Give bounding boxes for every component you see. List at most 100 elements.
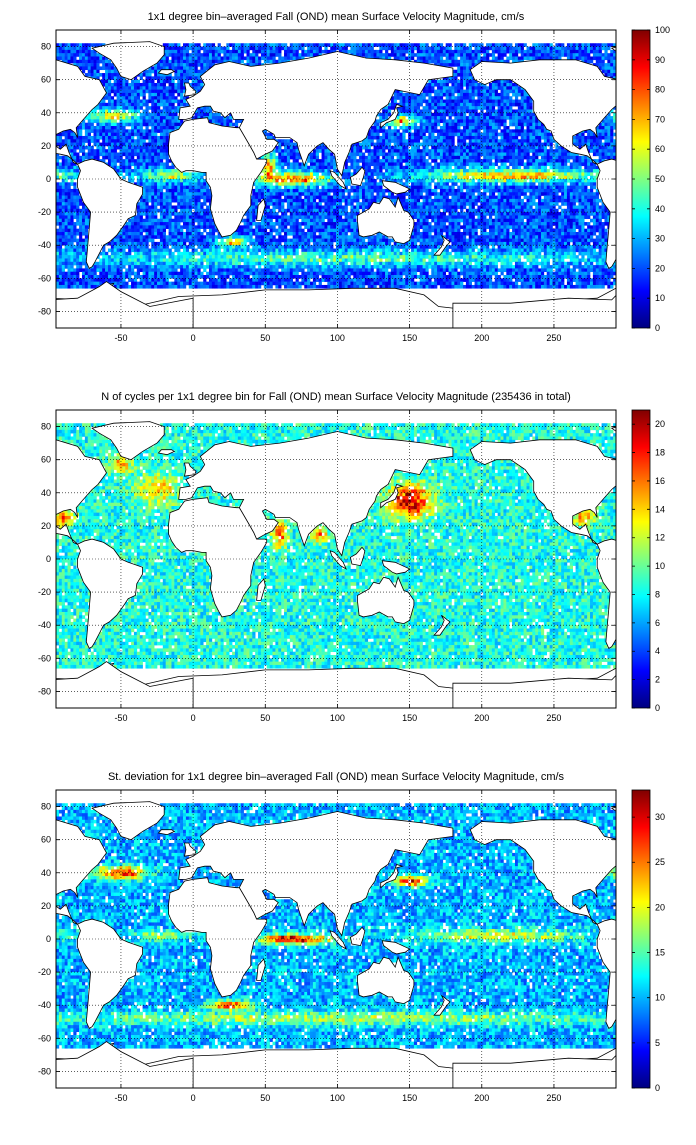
heatmap-cell	[154, 175, 158, 180]
heatmap-cell	[76, 188, 80, 193]
heatmap-cell	[491, 116, 496, 120]
heatmap-cell	[174, 175, 178, 180]
heatmap-cell	[102, 132, 106, 137]
heatmap-cell	[240, 56, 244, 61]
heatmap-cell	[587, 192, 591, 196]
heatmap-cell	[246, 59, 250, 64]
heatmap-cell	[506, 149, 510, 153]
heatmap-cell	[81, 66, 86, 71]
heatmap-cell	[272, 56, 276, 61]
heatmap-cell	[465, 119, 470, 124]
heatmap-cell	[252, 43, 256, 47]
heatmap-cell	[468, 119, 472, 124]
heatmap-cell	[107, 155, 112, 160]
heatmap-cell	[402, 192, 406, 196]
heatmap-cell	[281, 56, 285, 61]
heatmap-cell	[578, 162, 582, 167]
heatmap-cell	[281, 179, 285, 183]
heatmap-cell	[549, 145, 553, 150]
heatmap-cell	[419, 46, 423, 51]
heatmap-cell	[281, 149, 285, 153]
heatmap-cell	[321, 195, 325, 200]
heatmap-cell	[154, 185, 158, 190]
heatmap-cell	[500, 96, 504, 100]
heatmap-cell	[549, 182, 553, 186]
heatmap-cell	[142, 119, 146, 124]
heatmap-cell	[439, 129, 444, 133]
heatmap-cell	[578, 175, 582, 180]
heatmap-cell	[460, 179, 464, 183]
heatmap-cell	[142, 145, 146, 150]
heatmap-cell	[457, 139, 461, 143]
heatmap-cell	[416, 46, 421, 51]
heatmap-cell	[520, 92, 524, 97]
heatmap-cell	[93, 49, 97, 54]
heatmap-cell	[439, 132, 444, 137]
heatmap-cell	[408, 185, 412, 190]
heatmap-cell	[503, 43, 507, 47]
heatmap-cell	[119, 135, 123, 140]
heatmap-cell	[113, 129, 117, 133]
heatmap-cell	[151, 172, 155, 176]
heatmap-cell	[200, 192, 204, 196]
heatmap-cell	[266, 56, 270, 61]
heatmap-cell	[105, 152, 109, 157]
heatmap-cell	[136, 149, 141, 153]
heatmap-cell	[136, 165, 141, 170]
heatmap-cell	[315, 192, 319, 196]
heatmap-cell	[76, 169, 80, 173]
heatmap-cell	[174, 56, 178, 61]
heatmap-cell	[312, 162, 317, 167]
heatmap-cell	[471, 112, 475, 117]
heatmap-cell	[370, 139, 374, 143]
heatmap-cell	[460, 155, 464, 160]
heatmap-cell	[512, 188, 516, 193]
heatmap-cell	[295, 152, 299, 157]
heatmap-cell	[327, 159, 331, 163]
heatmap-cell	[87, 126, 91, 130]
heatmap-cell	[260, 179, 265, 183]
heatmap-cell	[442, 185, 446, 190]
heatmap-cell	[428, 92, 432, 97]
heatmap-cell	[540, 142, 545, 147]
heatmap-cell	[535, 179, 539, 183]
heatmap-cell	[399, 172, 403, 176]
heatmap-cell	[379, 192, 383, 196]
heatmap-cell	[142, 69, 146, 74]
heatmap-cell	[575, 155, 579, 160]
heatmap-cell	[454, 179, 458, 183]
heatmap-cell	[595, 126, 599, 130]
heatmap-cell	[523, 119, 527, 124]
heatmap-cell	[428, 182, 432, 186]
heatmap-cell	[500, 89, 504, 94]
heatmap-cell	[81, 53, 86, 57]
heatmap-cell	[601, 159, 605, 163]
heatmap-cell	[171, 96, 175, 100]
heatmap-cell	[327, 149, 331, 153]
heatmap-cell	[315, 46, 319, 51]
heatmap-cell	[214, 119, 218, 124]
heatmap-cell	[494, 159, 498, 163]
heatmap-cell	[540, 179, 545, 183]
heatmap-cell	[402, 112, 406, 117]
heatmap-cell	[546, 139, 550, 143]
heatmap-cell	[613, 152, 616, 157]
heatmap-cell	[165, 145, 169, 150]
heatmap-cell	[416, 182, 421, 186]
heatmap-cell	[76, 165, 80, 170]
heatmap-cell	[517, 46, 522, 51]
heatmap-cell	[252, 192, 256, 196]
heatmap-cell	[87, 135, 91, 140]
heatmap-cell	[168, 73, 172, 77]
heatmap-cell	[523, 188, 527, 193]
heatmap-cell	[437, 89, 441, 94]
heatmap-cell	[448, 102, 452, 107]
heatmap-cell	[347, 169, 351, 173]
heatmap-cell	[165, 126, 169, 130]
heatmap-cell	[200, 66, 204, 71]
heatmap-cell	[376, 129, 380, 133]
heatmap-cell	[411, 145, 415, 150]
heatmap-cell	[465, 92, 470, 97]
heatmap-cell	[448, 116, 452, 120]
heatmap-cell	[457, 119, 461, 124]
